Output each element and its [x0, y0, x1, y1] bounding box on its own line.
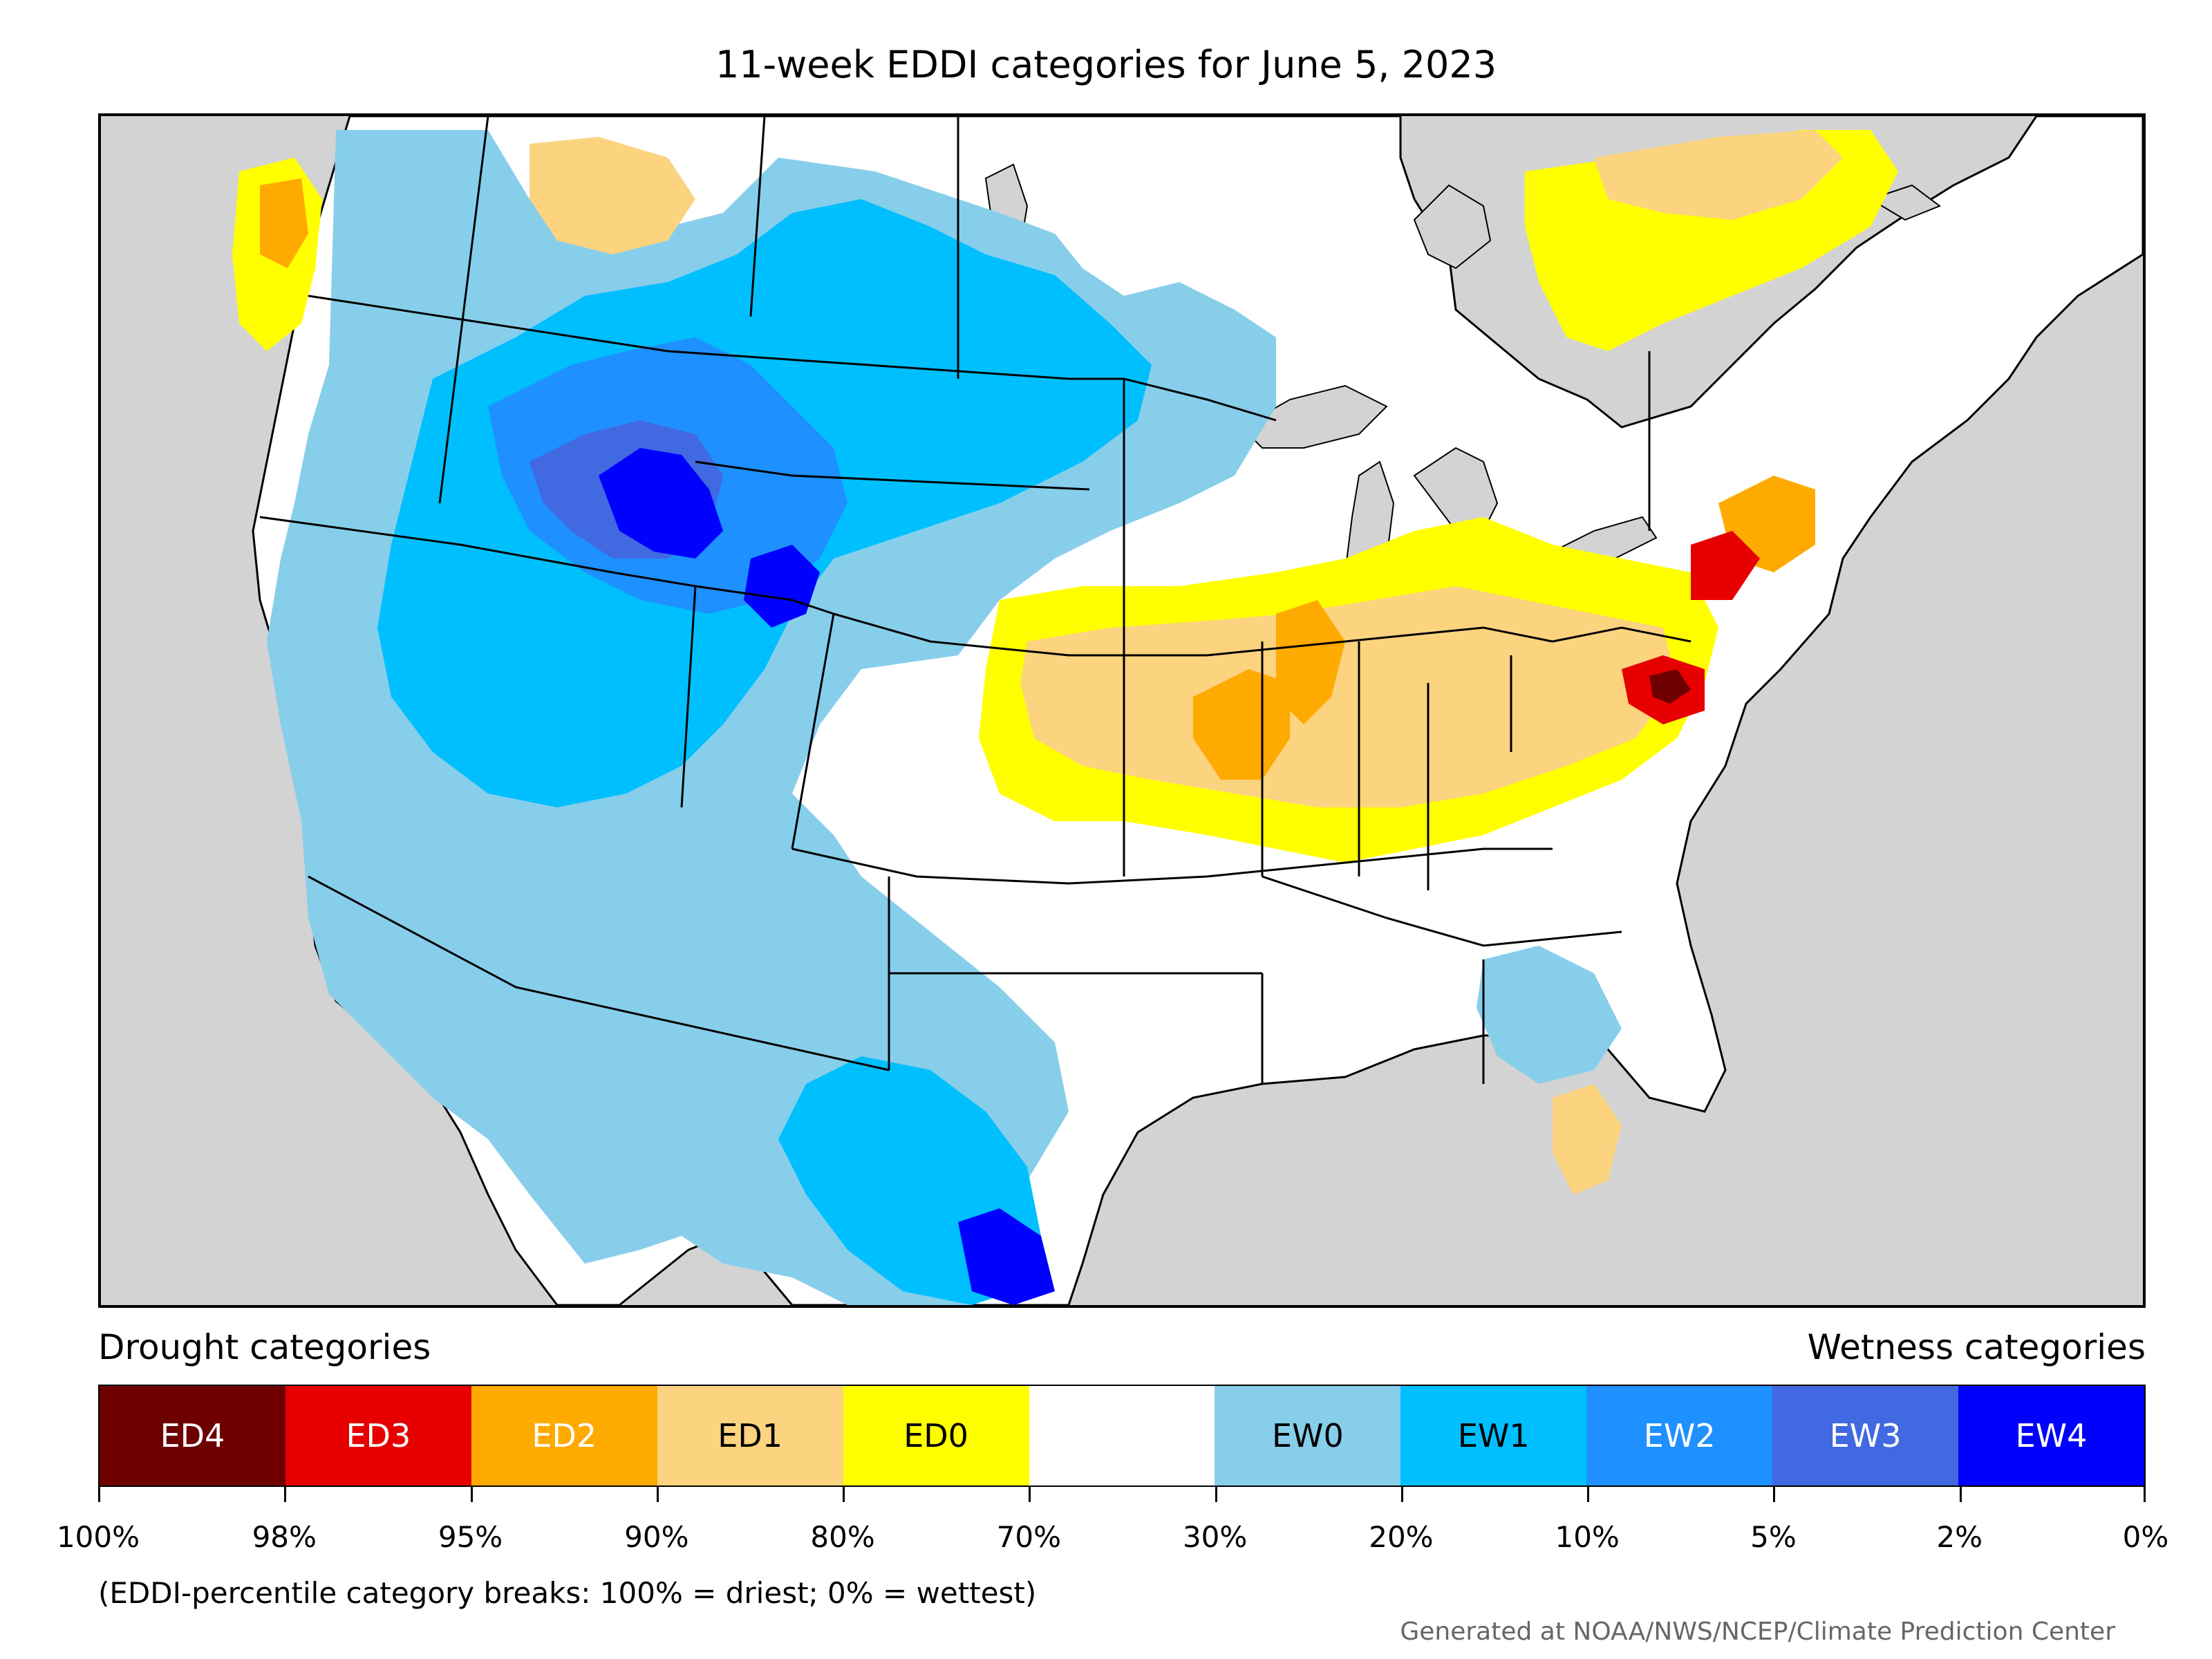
colorbar-tick-label: 95%: [438, 1520, 503, 1554]
colorbar-tick: [1773, 1487, 1775, 1502]
drought-region-quebec-ed1: [1594, 130, 1843, 220]
wetness-categories-heading: Wetness categories: [1807, 1327, 2146, 1367]
colorbar-tick-label: 70%: [996, 1520, 1062, 1554]
wet-region-texas-ew4: [958, 1208, 1055, 1305]
wet-region-idaho-ew4: [599, 448, 723, 559]
drought-regions: [232, 130, 1898, 1194]
map-canvas: [232, 116, 2143, 1305]
colorbar-ticks: 100% 98% 95% 90% 80% 70% 30% 20% 10% 5% 2% 0%: [57, 1487, 2168, 1554]
map-title: 11-week EDDI categories for June 5, 2023: [715, 43, 1497, 86]
colorbar-cell-ew3: EW3: [1772, 1386, 1959, 1485]
drought-region-illinois-ed2: [1276, 600, 1345, 724]
colorbar-cell-ed1: ED1: [657, 1386, 843, 1485]
drought-region-florida-ed1: [1553, 1084, 1622, 1194]
colorbar-tick-label: 98%: [252, 1520, 317, 1554]
colorbar-cell-ew4: EW4: [1958, 1386, 2144, 1485]
colorbar-tick-label: 30%: [1182, 1520, 1248, 1554]
colorbar-tick: [2144, 1487, 2146, 1502]
colorbar-tick-label: 10%: [1555, 1520, 1620, 1554]
state-borders: [259, 116, 1691, 1084]
drought-region-virginia-ed4: [1649, 669, 1691, 704]
eddi-map: [98, 113, 2146, 1308]
drought-region-missouri-ed2: [1193, 669, 1290, 780]
colorbar-tick: [1215, 1487, 1217, 1502]
colorbar-tick: [1960, 1487, 1962, 1502]
colorbar-tick-label: 80%: [810, 1520, 875, 1554]
drought-region-montana-ed1: [529, 137, 695, 254]
colorbar-cell-ed2: ED2: [471, 1386, 657, 1485]
drought-region-washington-ed2: [260, 178, 308, 268]
colorbar-tick: [98, 1487, 100, 1502]
credit-line: Generated at NOAA/NWS/NCEP/Climate Predi…: [1400, 1618, 2115, 1646]
wet-region-wyoming-ew4: [744, 545, 820, 628]
colorbar-tick-label: 90%: [624, 1520, 689, 1554]
colorbar-tick: [657, 1487, 659, 1502]
drought-categories-heading: Drought categories: [98, 1327, 431, 1367]
category-colorbar: ED4 ED3 ED2 ED1 ED0 EW0 EW1 EW2 EW3 EW4: [98, 1385, 2146, 1487]
drought-region-midwest-ed1: [1020, 586, 1677, 807]
colorbar-tick: [1587, 1487, 1589, 1502]
colorbar-cell-ew2: EW2: [1586, 1386, 1773, 1485]
colorbar-tick-label: 100%: [56, 1520, 140, 1554]
colorbar-cell-ed3: ED3: [285, 1386, 471, 1485]
colorbar-cell-ed4: ED4: [100, 1386, 285, 1485]
colorbar-tick: [471, 1487, 473, 1502]
colorbar-tick: [843, 1487, 845, 1502]
category-breaks-note: (EDDI-percentile category breaks: 100% =…: [98, 1576, 1037, 1610]
colorbar-cell-ew1: EW1: [1400, 1386, 1587, 1485]
wet-region-southeast-ew0: [1477, 946, 1622, 1084]
colorbar-cell-ew0: EW0: [1215, 1386, 1401, 1485]
colorbar-tick: [1401, 1487, 1403, 1502]
colorbar-tick-label: 5%: [1750, 1520, 1797, 1554]
colorbar-tick-label: 2%: [1936, 1520, 1983, 1554]
colorbar-tick-label: 0%: [2122, 1520, 2169, 1554]
colorbar-tick: [284, 1487, 286, 1502]
colorbar-tick-label: 20%: [1369, 1520, 1434, 1554]
colorbar-tick: [1029, 1487, 1031, 1502]
colorbar-cell-neutral: [1029, 1386, 1215, 1485]
drought-region-northeast-ed3: [1691, 531, 1760, 600]
colorbar-cell-ed0: ED0: [843, 1386, 1029, 1485]
